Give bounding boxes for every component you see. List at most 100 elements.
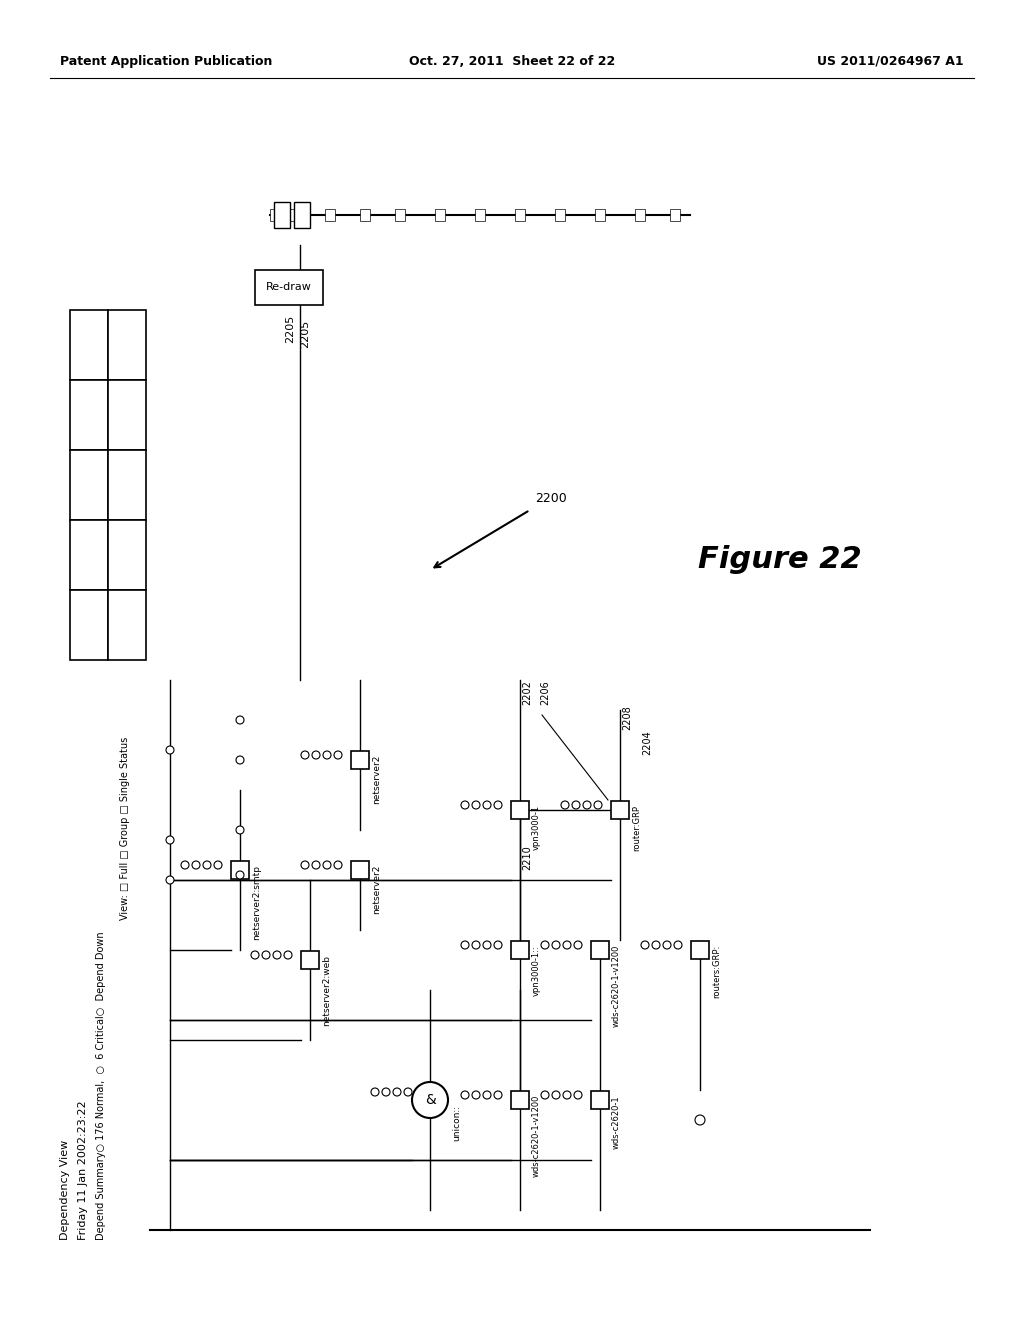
Circle shape xyxy=(166,876,174,884)
Text: 2200: 2200 xyxy=(535,492,566,506)
Text: 2204: 2204 xyxy=(642,730,652,755)
Text: vpn3000-1::: vpn3000-1:: xyxy=(532,945,541,995)
Text: 2205: 2205 xyxy=(300,319,310,348)
Bar xyxy=(270,209,280,220)
Bar xyxy=(290,209,300,220)
Circle shape xyxy=(583,801,591,809)
Circle shape xyxy=(334,751,342,759)
Circle shape xyxy=(695,1115,705,1125)
Bar xyxy=(274,202,290,228)
Bar xyxy=(670,209,680,220)
Bar xyxy=(360,209,370,220)
Bar xyxy=(70,520,108,590)
Bar xyxy=(231,861,249,879)
Circle shape xyxy=(563,1092,571,1100)
Text: US 2011/0264967 A1: US 2011/0264967 A1 xyxy=(817,55,964,69)
Circle shape xyxy=(483,941,490,949)
Circle shape xyxy=(472,801,480,809)
Circle shape xyxy=(563,941,571,949)
Circle shape xyxy=(393,1088,401,1096)
Bar xyxy=(595,209,605,220)
Bar xyxy=(591,941,609,960)
Text: Depend Summary○ 176 Normal,  ○  6 Critical○  Depend Down: Depend Summary○ 176 Normal, ○ 6 Critical… xyxy=(96,932,106,1239)
Bar xyxy=(70,380,108,450)
Bar xyxy=(70,310,108,380)
Text: Oct. 27, 2011  Sheet 22 of 22: Oct. 27, 2011 Sheet 22 of 22 xyxy=(409,55,615,69)
Bar xyxy=(108,590,146,660)
Circle shape xyxy=(323,751,331,759)
Text: 2210: 2210 xyxy=(522,845,532,870)
Circle shape xyxy=(574,941,582,949)
Circle shape xyxy=(483,1092,490,1100)
Text: router:GRP: router:GRP xyxy=(632,805,641,851)
Bar xyxy=(591,1092,609,1109)
Bar xyxy=(511,1092,529,1109)
Circle shape xyxy=(301,861,309,869)
Text: Dependency View: Dependency View xyxy=(60,1139,70,1239)
Bar xyxy=(511,941,529,960)
Circle shape xyxy=(412,1082,449,1118)
Bar xyxy=(70,590,108,660)
Circle shape xyxy=(541,941,549,949)
Circle shape xyxy=(166,836,174,843)
Bar xyxy=(555,209,565,220)
Circle shape xyxy=(552,941,560,949)
Circle shape xyxy=(203,861,211,869)
Circle shape xyxy=(312,861,319,869)
Circle shape xyxy=(594,801,602,809)
Circle shape xyxy=(193,861,200,869)
Circle shape xyxy=(166,746,174,754)
Text: wds-c2620-1: wds-c2620-1 xyxy=(612,1096,621,1148)
Text: Patent Application Publication: Patent Application Publication xyxy=(60,55,272,69)
Text: View: □ Full □ Group □ Single Status: View: □ Full □ Group □ Single Status xyxy=(120,737,130,920)
Bar xyxy=(351,751,369,770)
Bar xyxy=(108,310,146,380)
Circle shape xyxy=(382,1088,390,1096)
Circle shape xyxy=(371,1088,379,1096)
Bar xyxy=(108,380,146,450)
Circle shape xyxy=(461,941,469,949)
Bar xyxy=(70,450,108,520)
Text: netserver2:web: netserver2:web xyxy=(322,954,331,1026)
Bar xyxy=(515,209,525,220)
Text: 2202: 2202 xyxy=(522,680,532,705)
Circle shape xyxy=(472,1092,480,1100)
Text: Friday 11 Jan 2002:23:22: Friday 11 Jan 2002:23:22 xyxy=(78,1101,88,1239)
Bar xyxy=(108,520,146,590)
Circle shape xyxy=(236,715,244,723)
Circle shape xyxy=(472,941,480,949)
Circle shape xyxy=(574,1092,582,1100)
Circle shape xyxy=(572,801,580,809)
Bar xyxy=(691,941,709,960)
Circle shape xyxy=(461,801,469,809)
Circle shape xyxy=(404,1088,412,1096)
Bar xyxy=(325,209,335,220)
Circle shape xyxy=(273,950,281,960)
Bar xyxy=(255,271,323,305)
Circle shape xyxy=(284,950,292,960)
Bar xyxy=(294,202,310,228)
Text: 2208: 2208 xyxy=(622,705,632,730)
Circle shape xyxy=(236,756,244,764)
Circle shape xyxy=(494,1092,502,1100)
Text: 2206: 2206 xyxy=(540,680,550,705)
Circle shape xyxy=(483,801,490,809)
Circle shape xyxy=(236,871,244,879)
Text: unicon::: unicon:: xyxy=(452,1105,461,1140)
Bar xyxy=(635,209,645,220)
Text: &: & xyxy=(425,1093,435,1107)
Text: netserver2:smtp: netserver2:smtp xyxy=(252,865,261,940)
Text: 2205: 2205 xyxy=(285,315,295,343)
Circle shape xyxy=(541,1092,549,1100)
Circle shape xyxy=(251,950,259,960)
Circle shape xyxy=(674,941,682,949)
Circle shape xyxy=(334,861,342,869)
Text: Re-draw: Re-draw xyxy=(266,282,312,292)
Circle shape xyxy=(236,826,244,834)
Bar xyxy=(475,209,485,220)
Bar xyxy=(108,450,146,520)
Circle shape xyxy=(262,950,270,960)
Bar xyxy=(351,861,369,879)
Text: Figure 22: Figure 22 xyxy=(698,545,862,574)
Circle shape xyxy=(494,801,502,809)
